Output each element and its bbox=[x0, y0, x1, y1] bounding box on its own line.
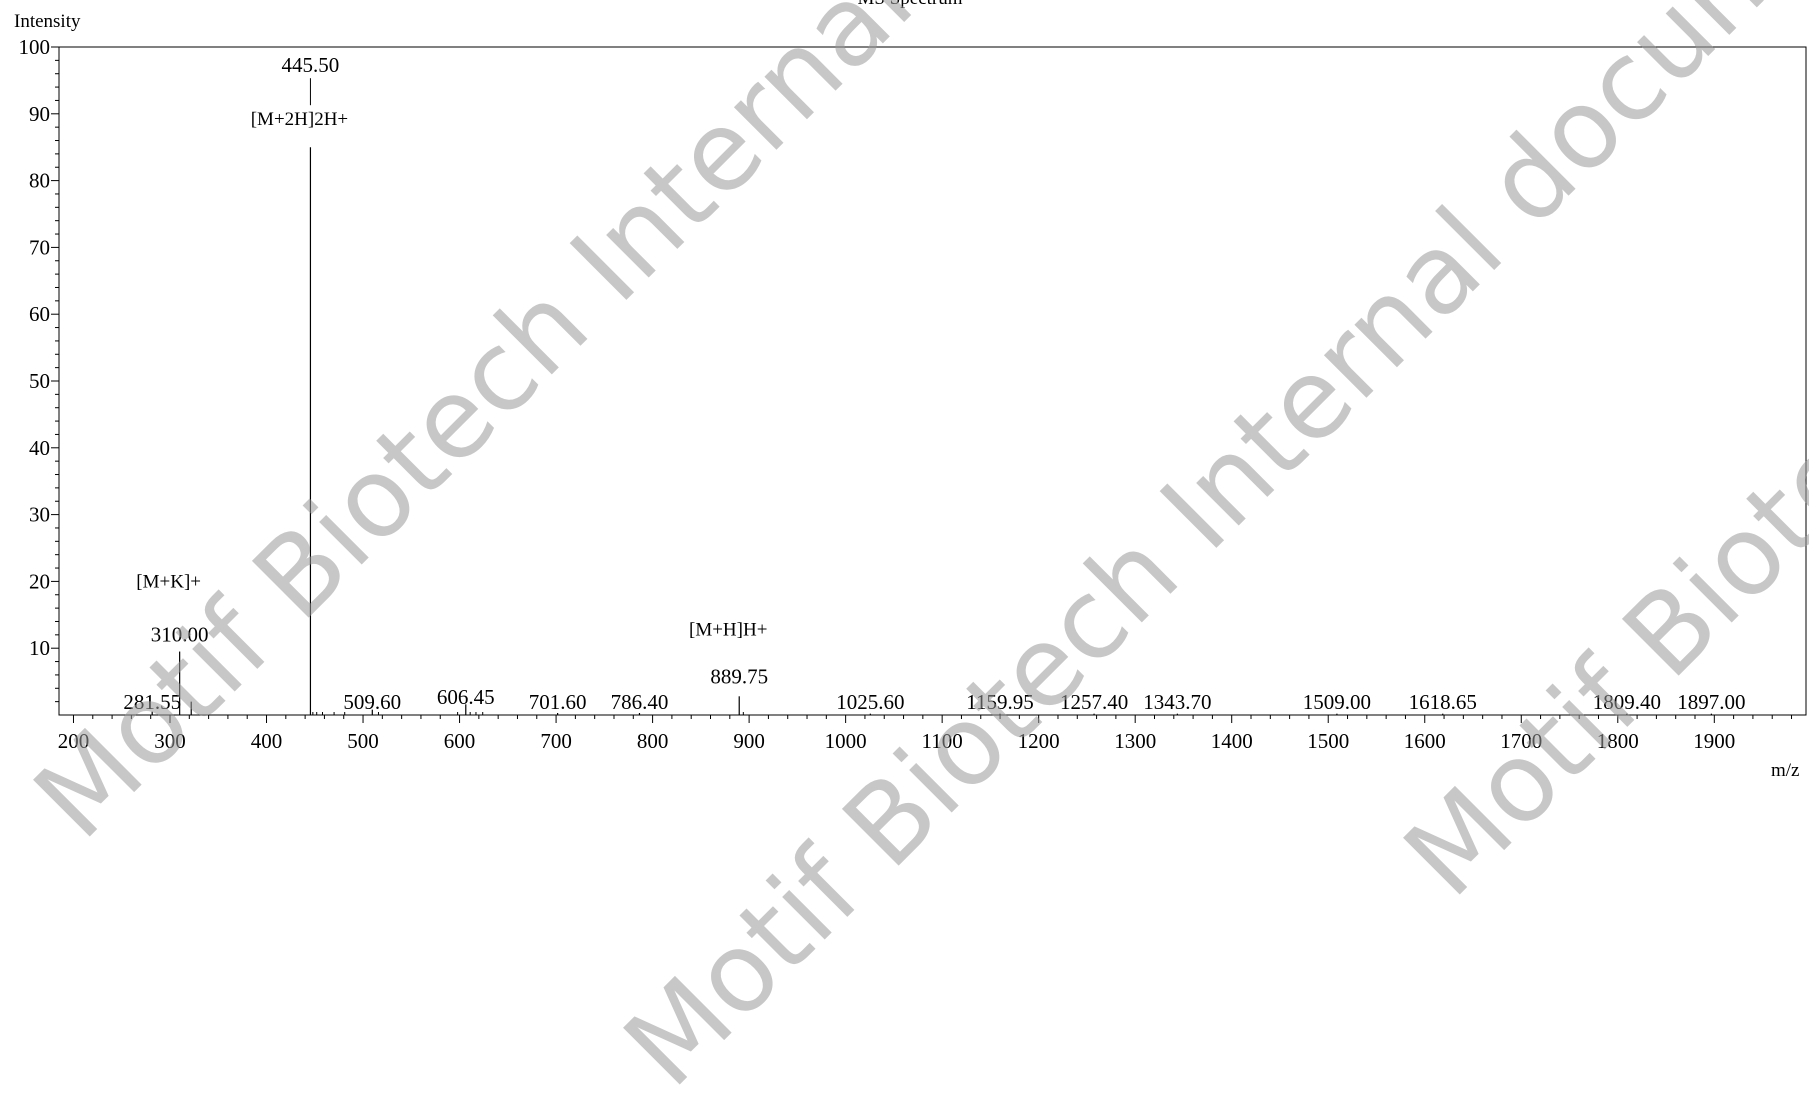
x-tick-label: 1800 bbox=[1597, 729, 1639, 753]
peak-label: 889.75 bbox=[710, 664, 768, 688]
peak-label: 1509.00 bbox=[1303, 690, 1371, 714]
x-axis-label: m/z bbox=[1771, 760, 1800, 779]
peak-annotation: [M+2H]2H+ bbox=[251, 109, 348, 130]
peak-label: 445.50 bbox=[282, 53, 340, 77]
peak-label: 310.00 bbox=[151, 623, 209, 647]
peak-annotation: [M+K]+ bbox=[136, 572, 201, 593]
x-tick-label: 1100 bbox=[922, 729, 963, 753]
y-tick-label: 20 bbox=[29, 569, 50, 593]
plot-frame bbox=[58, 46, 1807, 716]
y-tick-label: 100 bbox=[19, 35, 51, 59]
y-tick-label: 70 bbox=[29, 235, 50, 259]
peak-labels: 281.55 310.00 [M+K]+ 445.50 [M+2H]2H+ 509.60 6… bbox=[123, 53, 1745, 714]
peak-label: 1025.60 bbox=[836, 690, 904, 714]
peak-label: 1159.95 bbox=[966, 690, 1033, 714]
x-tick-label: 1900 bbox=[1693, 729, 1735, 753]
peak-label: 509.60 bbox=[343, 690, 401, 714]
peak-label: 281.55 bbox=[123, 690, 181, 714]
y-tick-label: 30 bbox=[29, 503, 50, 527]
x-tick-label: 700 bbox=[540, 729, 572, 753]
axis-ticks: 10 20 30 40 50 60 70 80 90 100 200 300 400 500 600 700 8… bbox=[19, 35, 1793, 753]
peak-label: 1809.40 bbox=[1593, 690, 1661, 714]
x-tick-label: 1300 bbox=[1114, 729, 1156, 753]
x-tick-label: 200 bbox=[58, 729, 90, 753]
peak-label: 701.60 bbox=[529, 690, 587, 714]
peak-label: 1897.00 bbox=[1677, 690, 1745, 714]
y-tick-label: 50 bbox=[29, 369, 50, 393]
peak-label: 1618.65 bbox=[1409, 690, 1477, 714]
y-tick-label: 80 bbox=[29, 169, 50, 193]
y-tick-label: 90 bbox=[29, 102, 50, 126]
y-axis-label: Intensity bbox=[14, 11, 81, 32]
x-tick-label: 300 bbox=[154, 729, 186, 753]
peak-label: 606.45 bbox=[437, 685, 495, 709]
x-tick-label: 800 bbox=[637, 729, 669, 753]
x-tick-label: 400 bbox=[251, 729, 283, 753]
y-tick-label: 60 bbox=[29, 302, 50, 326]
y-tick-label: 40 bbox=[29, 436, 50, 460]
x-tick-label: 600 bbox=[444, 729, 476, 753]
x-tick-label: 1200 bbox=[1018, 729, 1060, 753]
ms-spectrum-chart: MS Spectrum Intensity m/z 10 20 30 40 50 60 70… bbox=[14, 0, 1807, 779]
x-tick-label: 1700 bbox=[1500, 729, 1542, 753]
x-tick-label: 900 bbox=[733, 729, 765, 753]
peak-annotation: [M+H]H+ bbox=[689, 619, 767, 640]
y-tick-label: 10 bbox=[29, 636, 50, 660]
x-tick-label: 1600 bbox=[1404, 729, 1446, 753]
x-tick-label: 1500 bbox=[1307, 729, 1349, 753]
peak-label: 1343.70 bbox=[1143, 690, 1211, 714]
chart-title: MS Spectrum bbox=[857, 0, 962, 9]
peak-label: 786.40 bbox=[611, 690, 669, 714]
peak-label: 1257.40 bbox=[1060, 690, 1128, 714]
x-tick-label: 1000 bbox=[825, 729, 867, 753]
peak-series bbox=[151, 147, 1713, 715]
x-tick-label: 500 bbox=[347, 729, 379, 753]
x-tick-label: 1400 bbox=[1211, 729, 1253, 753]
